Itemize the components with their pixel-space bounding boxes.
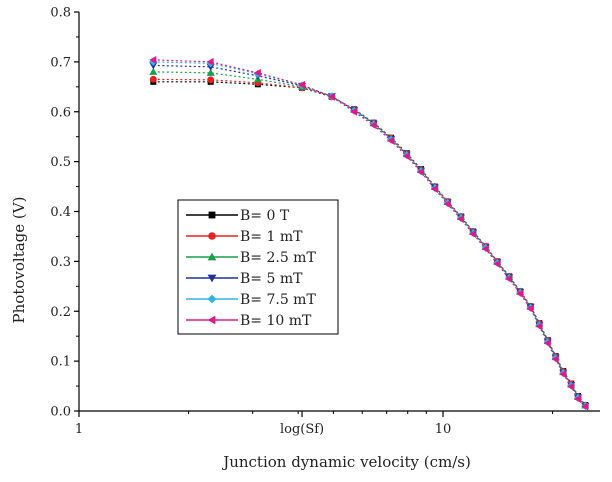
legend-entry: B= 5 mT xyxy=(186,271,303,287)
y-tick-label: 0.5 xyxy=(50,155,71,170)
legend-marker xyxy=(207,315,216,325)
legend-marker xyxy=(208,211,216,219)
legend-label: B= 7.5 mT xyxy=(240,292,316,308)
legend-box xyxy=(177,199,339,335)
data-point xyxy=(581,402,589,411)
legend-marker xyxy=(207,294,217,304)
x-tick-label: 10 xyxy=(435,422,452,437)
y-tick-label: 0.4 xyxy=(50,205,71,220)
data-point xyxy=(206,57,214,66)
data-point xyxy=(207,76,215,84)
legend-label: B= 10 mT xyxy=(240,313,312,329)
legend-label: B= 2.5 mT xyxy=(240,250,316,266)
data-point xyxy=(456,214,464,223)
series-line xyxy=(153,71,586,406)
x-tick-label: 1 xyxy=(75,422,83,437)
data-point xyxy=(559,370,567,379)
data-point xyxy=(574,395,582,404)
y-tick-label: 0.3 xyxy=(50,255,71,270)
axes: 0.0 0.1 0.2 0.3 0.4 0.5 0.6 0.7 0.8 1 log(Sf) 10 xyxy=(50,6,600,437)
legend-entry: B= 7.5 mT xyxy=(186,292,316,308)
legend-label: B= 5 mT xyxy=(240,271,303,287)
y-tick-label: 0.7 xyxy=(50,55,71,70)
data-point xyxy=(402,152,410,161)
data-point xyxy=(253,68,261,77)
legend-label: B= 0 T xyxy=(240,208,290,224)
x-axis-title: Junction dynamic velocity (cm/s) xyxy=(221,453,471,471)
data-point xyxy=(298,80,306,89)
data-point xyxy=(535,322,543,331)
data-point xyxy=(567,382,575,391)
data-point xyxy=(481,244,489,253)
data-point xyxy=(551,355,559,364)
legend-label: B= 1 mT xyxy=(240,229,303,245)
legend-marker xyxy=(208,232,216,240)
y-tick-label: 0.6 xyxy=(50,105,71,120)
data-point xyxy=(516,289,524,298)
data-point xyxy=(149,75,157,83)
data-point xyxy=(369,121,377,130)
data-point xyxy=(149,67,158,75)
legend: B= 0 T B= 1 mT B= 2.5 mT B= 5 mT B= 7.5 mT B=… xyxy=(177,199,339,335)
plot-area xyxy=(149,55,590,411)
data-point xyxy=(505,274,513,283)
data-point xyxy=(327,92,335,101)
legend-entry: B= 2.5 mT xyxy=(186,250,316,266)
x-tick-label: log(Sf) xyxy=(280,422,324,437)
data-point xyxy=(430,185,438,194)
y-axis-title: Photovoltage (V) xyxy=(10,197,28,324)
y-tick-label: 0.8 xyxy=(50,6,71,21)
data-point xyxy=(350,107,358,116)
data-point xyxy=(526,304,534,313)
y-tick-label: 0.0 xyxy=(50,405,71,420)
data-point xyxy=(469,229,477,238)
series-6 xyxy=(149,55,589,411)
y-tick-label: 0.1 xyxy=(50,355,71,370)
legend-entry: B= 10 mT xyxy=(186,313,312,329)
legend-marker xyxy=(207,252,217,261)
data-point xyxy=(443,200,451,209)
data-point xyxy=(543,339,551,348)
data-point xyxy=(387,136,395,145)
y-tick-label: 0.2 xyxy=(50,305,71,320)
legend-entry: B= 0 T xyxy=(186,208,290,224)
data-point xyxy=(206,68,215,76)
data-point xyxy=(493,259,501,268)
legend-marker xyxy=(207,274,217,283)
data-point xyxy=(149,55,157,64)
data-point xyxy=(416,168,424,177)
legend-entry: B= 1 mT xyxy=(186,229,303,245)
